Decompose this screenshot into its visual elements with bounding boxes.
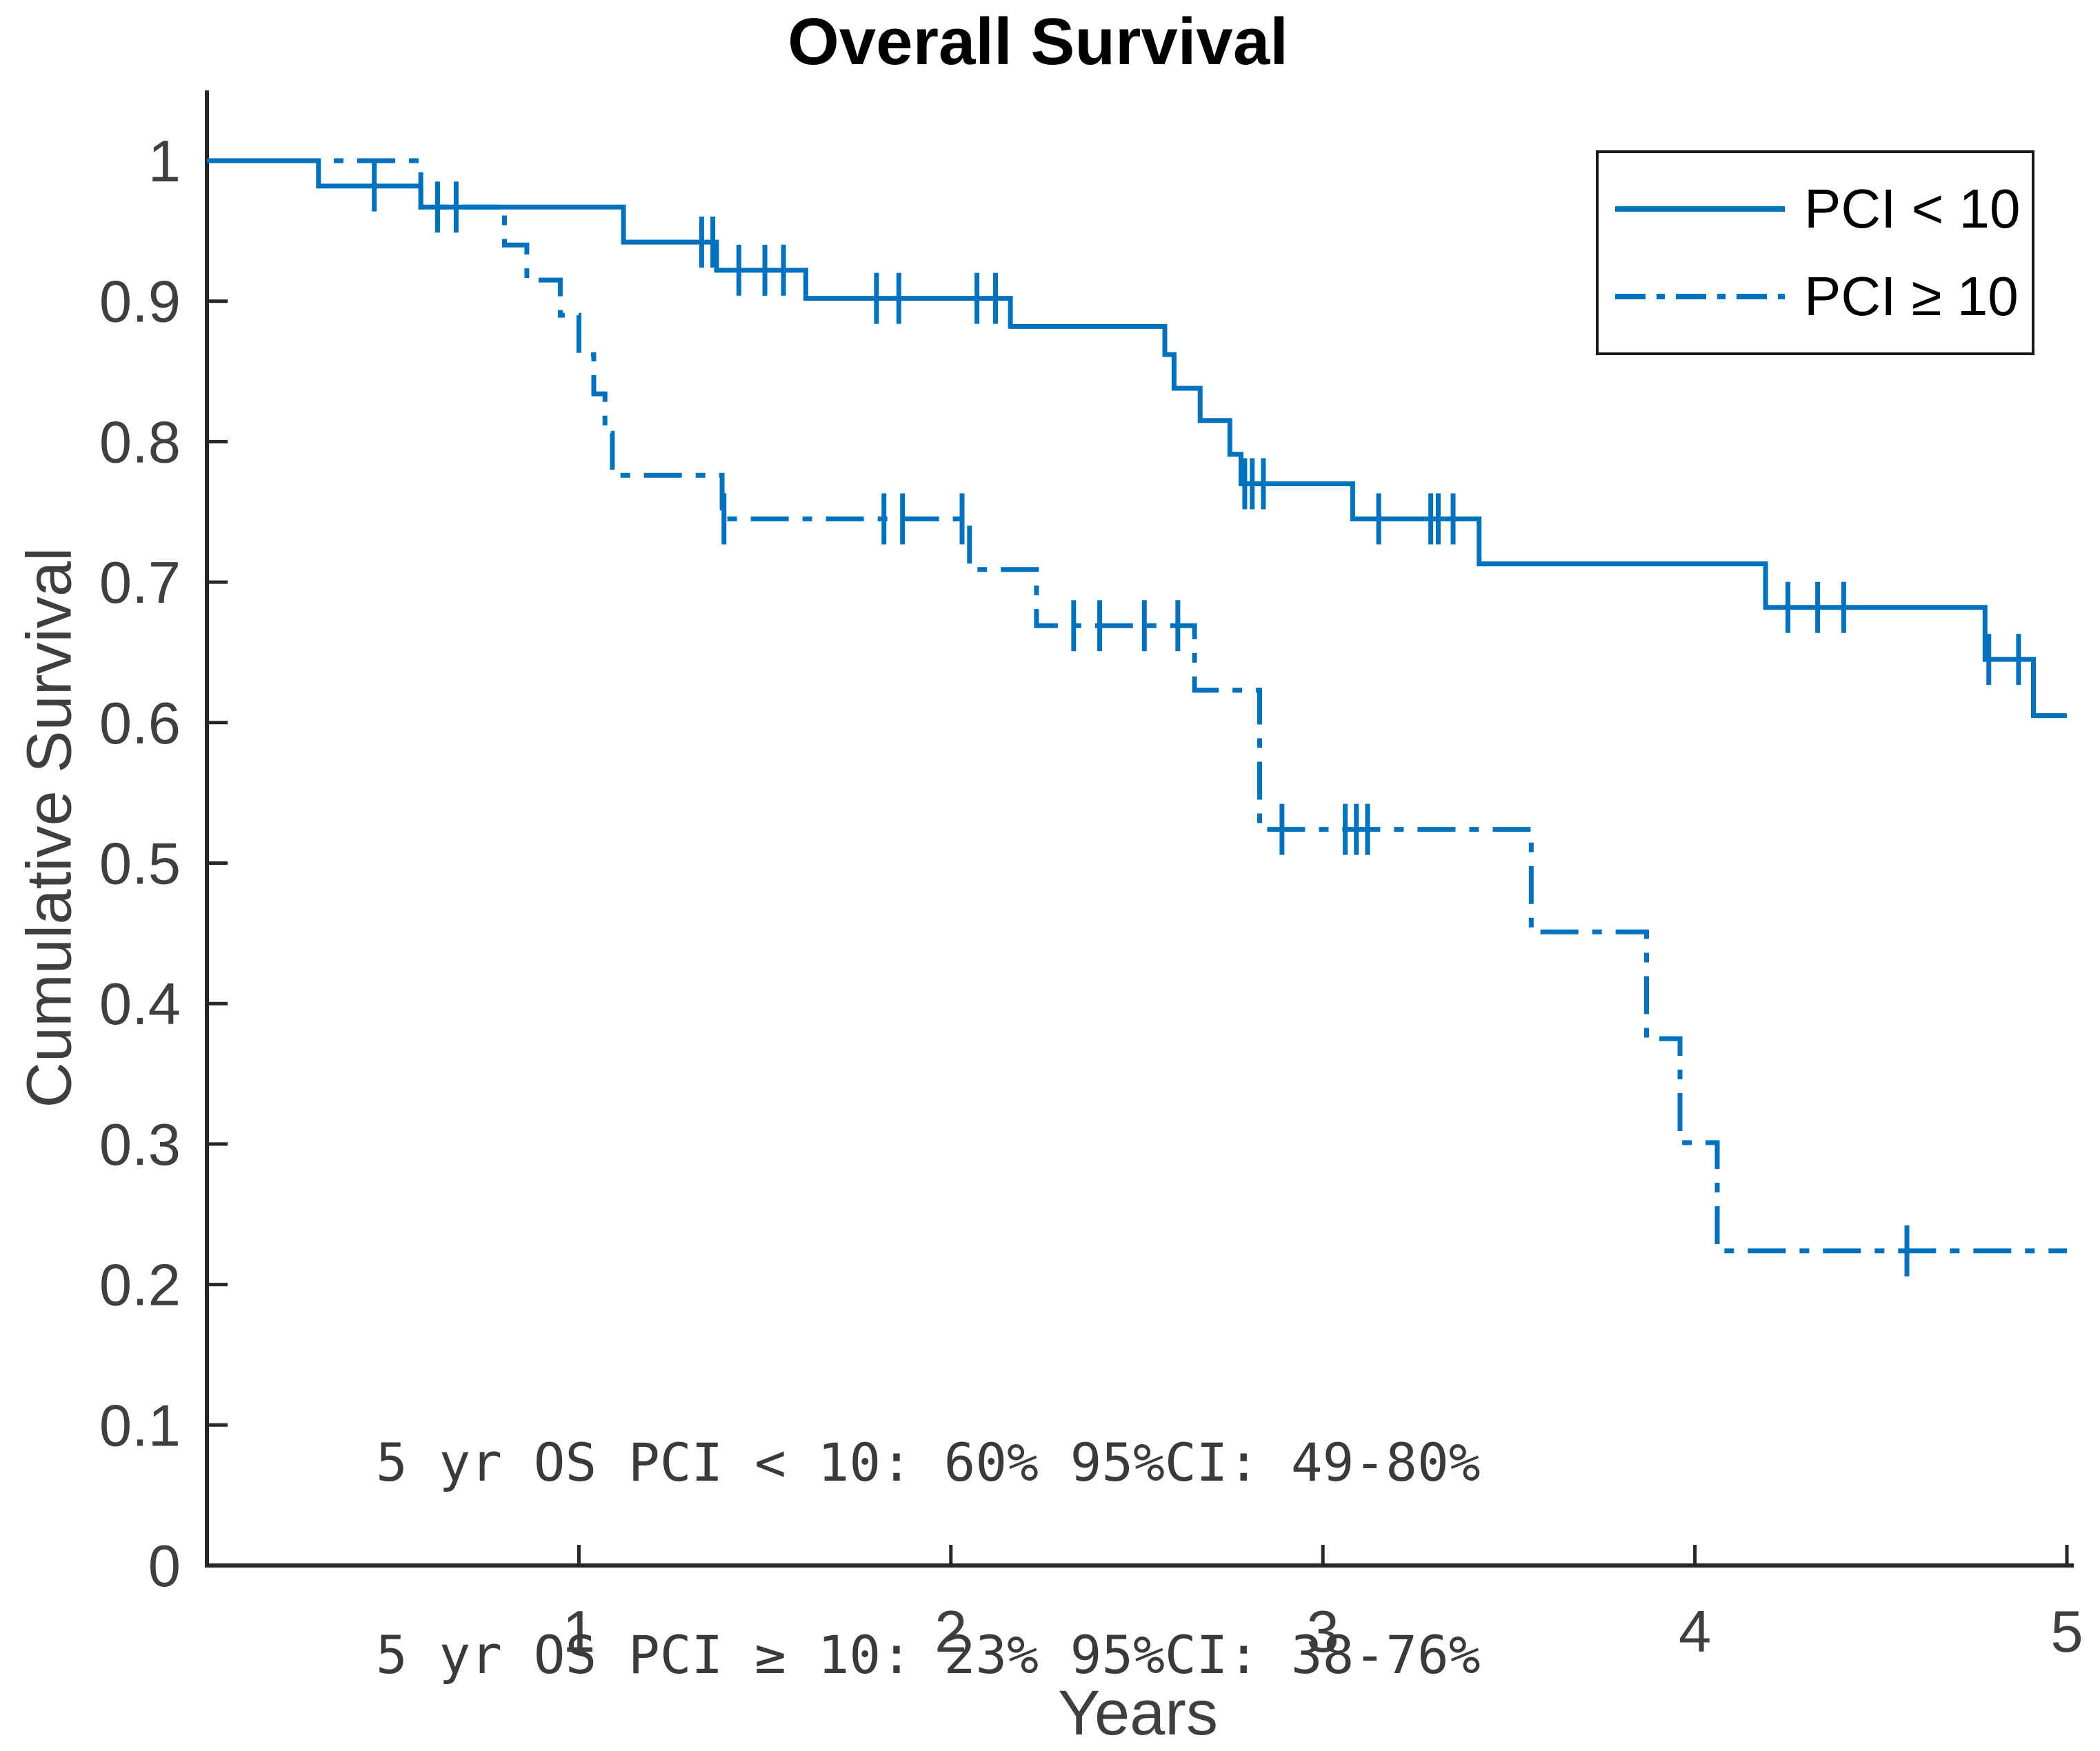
- y-tick-label: 0.4: [99, 972, 181, 1037]
- y-axis-label: Cumulative Survival: [14, 547, 85, 1108]
- x-tick-label: 4: [1679, 1599, 1711, 1665]
- five-year-os-annotation: 5 yr OS PCI < 10: 60% 95%CI: 49-80% 5 yr…: [376, 1302, 1480, 1751]
- annotation-line-2: 5 yr OS PCI ≥ 10: 23% 95%CI: 38-76%: [376, 1624, 1481, 1685]
- x-axis-label: Years: [1058, 1678, 1218, 1748]
- legend-entry-pci-lt-10: PCI < 10: [1614, 177, 2032, 241]
- y-tick-label: 0.9: [99, 270, 181, 335]
- chart-title: Overall Survival: [788, 5, 1288, 79]
- annotation-line-1: 5 yr OS PCI < 10: 60% 95%CI: 49-80%: [376, 1432, 1481, 1493]
- legend-box: PCI < 10 PCI ≥ 10: [1596, 150, 2034, 355]
- solid-line-sample-icon: [1615, 206, 1785, 212]
- x-tick-label: 3: [1307, 1599, 1339, 1665]
- y-tick-label: 0.8: [99, 410, 181, 475]
- x-tick-label: 5: [2050, 1599, 2083, 1665]
- y-tick-label: 0: [148, 1534, 181, 1599]
- y-tick-label: 0.2: [99, 1253, 181, 1319]
- tick-labels: 0 0.1 0.2 0.3 0.4 0.5 0.6 0.7 0.8 0.9 1 1 2 3 4 5: [99, 129, 2083, 1665]
- y-tick-label: 0.3: [99, 1112, 181, 1178]
- x-tick-label: 1: [563, 1599, 595, 1665]
- y-tick-label: 0.6: [99, 691, 181, 757]
- x-tick-label: 2: [934, 1599, 967, 1665]
- legend-label-pci-lt-10: PCI < 10: [1804, 178, 2021, 240]
- legend-entry-pci-ge-10: PCI ≥ 10: [1614, 265, 2032, 328]
- survival-curves: [207, 158, 2067, 1277]
- legend-label-pci-ge-10: PCI ≥ 10: [1804, 265, 2019, 327]
- y-tick-label: 1: [148, 129, 181, 194]
- y-tick-label: 0.5: [99, 832, 181, 897]
- y-tick-label: 0.1: [99, 1393, 181, 1459]
- km-curve-pci-lt-10: [207, 158, 2067, 719]
- dashdot-line-sample-icon: [1615, 293, 1785, 299]
- y-tick-label: 0.7: [99, 550, 181, 616]
